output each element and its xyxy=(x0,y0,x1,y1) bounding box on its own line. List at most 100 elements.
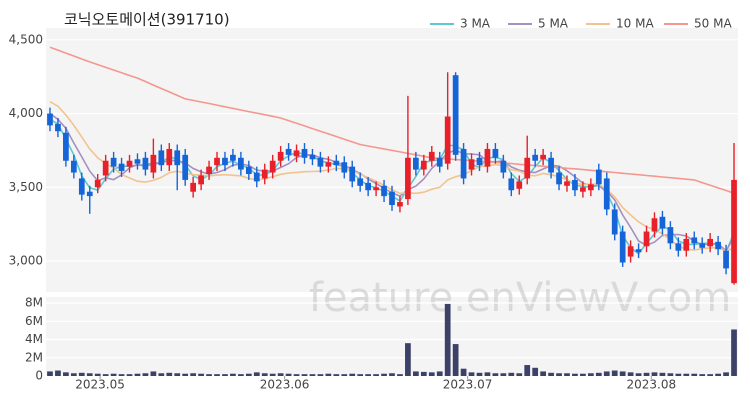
volume-plot-area xyxy=(46,297,738,376)
candle-body xyxy=(63,132,69,161)
y-tick-label: 3,000 xyxy=(9,254,43,268)
candle-body xyxy=(285,148,292,155)
volume-bar xyxy=(500,373,507,376)
volume-bar xyxy=(548,372,554,376)
candle-body xyxy=(556,172,562,185)
candle-body xyxy=(86,191,93,197)
volume-bar xyxy=(683,373,690,376)
volume-bar xyxy=(723,372,729,376)
candle-body xyxy=(317,157,324,167)
candle-body xyxy=(420,160,427,170)
candle-body xyxy=(55,123,61,132)
volume-bar xyxy=(126,374,133,376)
candle-body xyxy=(349,166,356,182)
volume-bar xyxy=(731,329,737,376)
volume-bar xyxy=(349,373,356,376)
volume-bar xyxy=(651,372,658,376)
candle-body xyxy=(524,157,531,179)
candle-body xyxy=(357,178,364,186)
volume-bar xyxy=(150,371,157,376)
candle-body xyxy=(126,160,133,167)
volume-bar xyxy=(580,373,586,376)
volume-bar xyxy=(492,373,499,376)
candle-body xyxy=(580,187,586,192)
candle-body xyxy=(166,148,173,166)
volume-bar xyxy=(70,373,77,376)
candle-body xyxy=(70,160,77,173)
y-tick-label: 0 xyxy=(35,369,43,383)
volume-bar xyxy=(333,374,340,376)
volume-bar xyxy=(373,374,379,376)
volume-bar xyxy=(341,374,348,376)
candle-body xyxy=(603,178,610,210)
candle-body xyxy=(301,148,308,158)
volume-bar xyxy=(325,373,332,376)
candle-body xyxy=(651,218,658,232)
legend-label: 3 MA xyxy=(460,17,491,31)
volume-bar xyxy=(564,373,570,376)
candle-body xyxy=(142,157,149,170)
candle-body xyxy=(659,216,666,229)
y-tick-label: 3,500 xyxy=(9,180,43,194)
y-tick-label: 4,000 xyxy=(9,106,43,120)
candle-body xyxy=(222,157,228,166)
candle-body xyxy=(516,181,523,189)
candle-body xyxy=(94,179,101,188)
volume-bar xyxy=(293,374,300,376)
candle-body xyxy=(595,169,602,185)
volume-bar xyxy=(715,373,721,376)
volume-bar xyxy=(245,373,252,376)
x-tick-label: 2023.07 xyxy=(443,378,493,392)
candle-body xyxy=(47,113,53,126)
candle-body xyxy=(412,157,419,170)
volume-bar xyxy=(397,374,403,376)
candle-body xyxy=(627,246,634,257)
volume-bar xyxy=(309,374,316,376)
candle-body xyxy=(230,154,236,161)
volume-bar xyxy=(214,374,220,376)
volume-bar xyxy=(460,368,467,376)
candle-body xyxy=(452,75,459,155)
volume-bar xyxy=(468,372,475,376)
volume-bar xyxy=(572,373,578,376)
candle-body xyxy=(365,182,372,191)
x-tick-label: 2023.08 xyxy=(626,378,676,392)
y-tick-label: 2M xyxy=(25,350,43,364)
volume-bar xyxy=(587,373,594,376)
candle-body xyxy=(715,241,721,250)
volume-bar xyxy=(420,371,427,376)
chart-title: 코닉오토메이션(391710) xyxy=(64,11,230,29)
volume-bar xyxy=(412,371,419,376)
candle-body xyxy=(587,184,594,191)
volume-bar xyxy=(94,373,101,376)
ma-line xyxy=(49,46,735,194)
volume-bar xyxy=(285,373,292,376)
candle-body xyxy=(333,160,340,166)
candle-body xyxy=(325,162,332,167)
candle-body xyxy=(707,238,714,247)
volume-bar xyxy=(484,372,491,376)
candle-body xyxy=(731,179,737,284)
candle-body xyxy=(484,148,491,167)
legend-label: 50 MA xyxy=(694,17,732,31)
candle-body xyxy=(118,163,125,172)
candle-body xyxy=(635,249,642,253)
candle-body xyxy=(293,150,300,157)
candle-body xyxy=(675,243,682,251)
candle-body xyxy=(683,238,690,251)
volume-bar xyxy=(428,372,435,376)
candle-body xyxy=(174,150,181,166)
y-tick-label: 6M xyxy=(25,314,43,328)
volume-bar xyxy=(357,374,364,376)
volume-bar xyxy=(86,373,93,376)
volume-bar xyxy=(452,344,459,376)
volume-bar xyxy=(365,374,372,376)
volume-bar xyxy=(190,373,197,376)
candle-body xyxy=(548,157,554,173)
candle-body xyxy=(381,185,387,197)
candle-body xyxy=(405,157,411,200)
volume-bar xyxy=(158,373,165,376)
volume-bar xyxy=(540,371,546,376)
volume-bar xyxy=(206,374,212,376)
